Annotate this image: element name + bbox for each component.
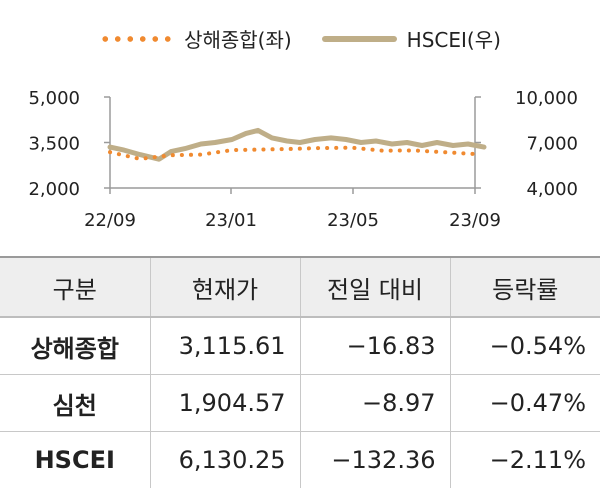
row-change: −8.97 xyxy=(300,375,450,432)
legend-item-hscei: HSCEI(우) xyxy=(322,24,501,53)
index-table: 구분 현재가 전일 대비 등락률 상해종합 3,115.61 −16.83 −0… xyxy=(0,256,600,488)
tick-labels: 2,000 3,500 5,000 4,000 7,000 10,000 22/09 23/0… xyxy=(28,88,578,231)
table-row: 상해종합 3,115.61 −16.83 −0.54% xyxy=(0,317,600,375)
row-price: 1,904.57 xyxy=(150,375,300,432)
chart-legend: 상해종합(좌) HSCEI(우) xyxy=(0,24,600,53)
row-name: 심천 xyxy=(0,375,150,432)
y-left-tick-label: 3,500 xyxy=(28,134,80,155)
y-left-tick-label: 5,000 xyxy=(28,88,80,109)
legend-swatch-solid xyxy=(322,36,397,42)
row-rate: −0.47% xyxy=(450,375,600,432)
table-header-row: 구분 현재가 전일 대비 등락률 xyxy=(0,257,600,317)
legend-label-shanghai: 상해종합(좌) xyxy=(184,24,292,53)
legend-label-hscei: HSCEI(우) xyxy=(407,24,501,53)
y-right-tick-label: 4,000 xyxy=(526,179,578,200)
header-cell: 등락률 xyxy=(450,257,600,317)
x-tick-label: 23/01 xyxy=(205,210,257,231)
header-cell: 구분 xyxy=(0,257,150,317)
x-tick-label: 22/09 xyxy=(84,210,136,231)
series-hscei xyxy=(110,130,484,159)
y-right-tick-label: 7,000 xyxy=(526,134,578,155)
x-tick-label: 23/05 xyxy=(327,210,379,231)
row-name: 상해종합 xyxy=(0,317,150,375)
y-left-tick-label: 2,000 xyxy=(28,179,80,200)
row-rate: −0.54% xyxy=(450,317,600,375)
header-cell: 현재가 xyxy=(150,257,300,317)
x-tick-label: 23/09 xyxy=(449,210,501,231)
legend-swatch-dotted xyxy=(99,36,174,42)
hscei-line xyxy=(110,130,484,159)
header-cell: 전일 대비 xyxy=(300,257,450,317)
row-change: −16.83 xyxy=(300,317,450,375)
legend-item-shanghai: 상해종합(좌) xyxy=(99,24,292,53)
y-right-tick-label: 10,000 xyxy=(515,88,578,109)
row-price: 3,115.61 xyxy=(150,317,300,375)
table-row: 심천 1,904.57 −8.97 −0.47% xyxy=(0,375,600,432)
